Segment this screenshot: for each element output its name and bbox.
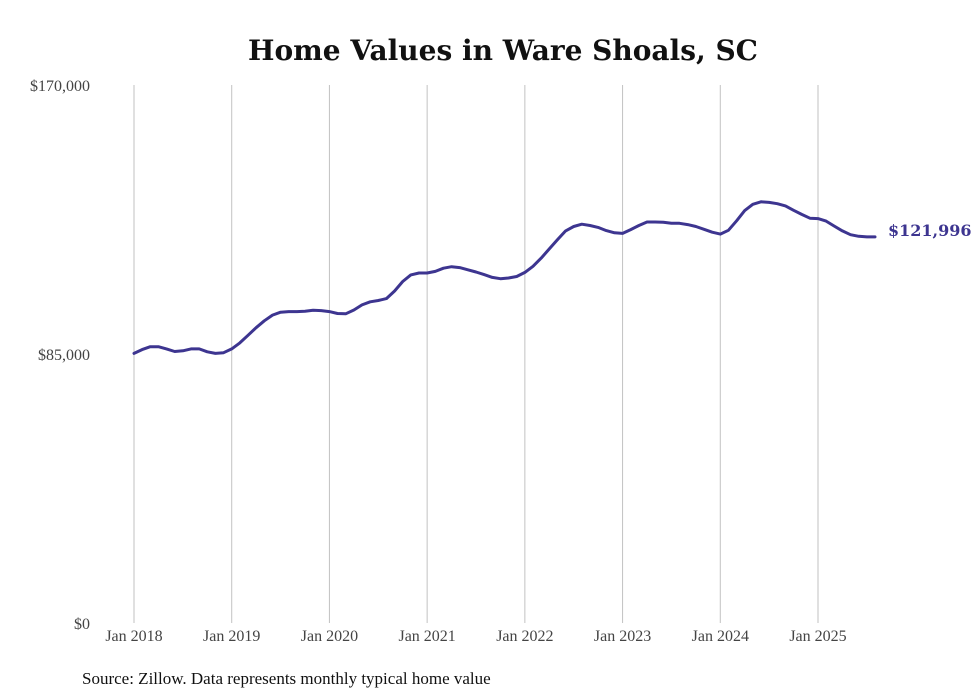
- x-tick-label: Jan 2025: [789, 628, 846, 645]
- x-tick-label: Jan 2022: [496, 628, 553, 645]
- x-tick-label: Jan 2021: [398, 628, 455, 645]
- x-tick-label: Jan 2018: [105, 628, 162, 645]
- chart-title: Home Values in Ware Shoals, SC: [248, 34, 758, 67]
- series-layer: [132, 200, 877, 355]
- y-tick-label: $85,000: [38, 347, 90, 364]
- home-value-line: [132, 200, 877, 355]
- last-value-label: $121,996: [888, 221, 972, 240]
- x-tick-label: Jan 2020: [301, 628, 358, 645]
- x-tick-label: Jan 2019: [203, 628, 260, 645]
- y-axis-ticks: $0 $85,000 $170,000: [30, 78, 90, 633]
- x-axis-ticks: Jan 2018 Jan 2019 Jan 2020 Jan 2021 Jan 2022…: [105, 628, 846, 645]
- x-tick-label: Jan 2023: [594, 628, 651, 645]
- y-tick-label: $170,000: [30, 78, 90, 95]
- x-tick-label: Jan 2024: [692, 628, 749, 645]
- source-note: Source: Zillow. Data represents monthly …: [82, 669, 491, 688]
- y-tick-label: $0: [74, 616, 90, 633]
- gridlines: [133, 85, 819, 623]
